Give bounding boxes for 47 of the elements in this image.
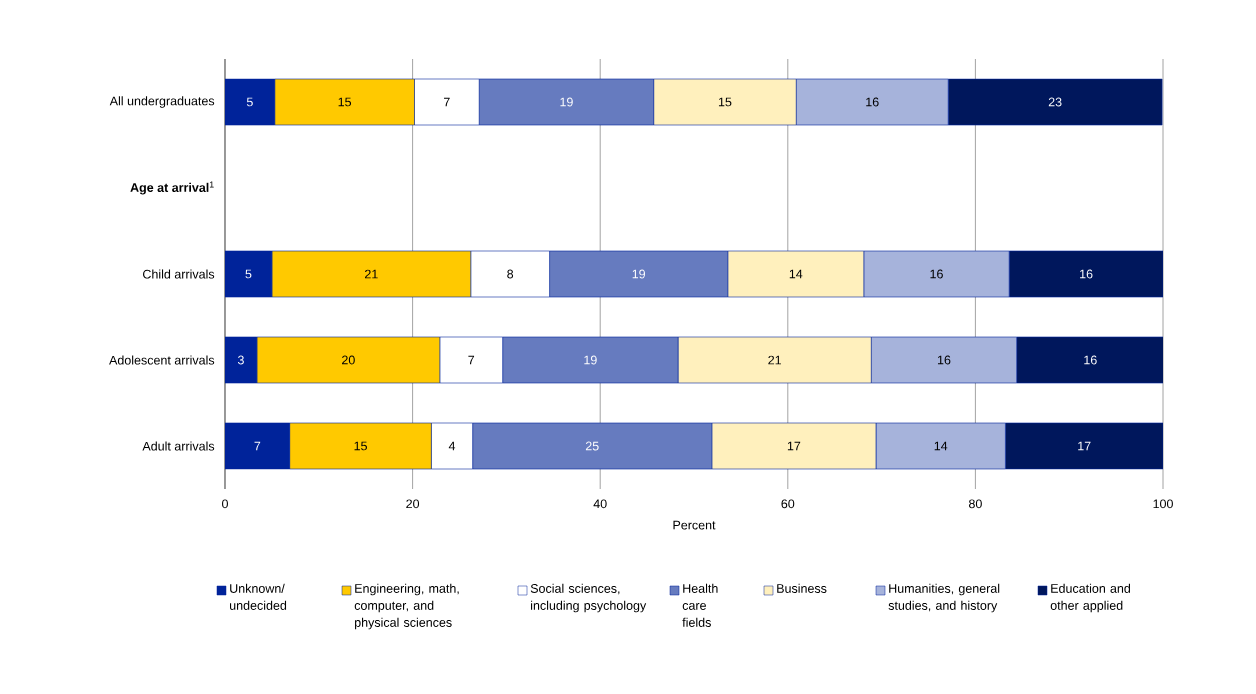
data-label: 5 [246, 97, 253, 107]
y-tick-label: All undergraduates [109, 96, 215, 108]
data-label: 19 [632, 269, 646, 279]
x-tick-label: 80 [969, 499, 982, 509]
y-tick-label: Adolescent arrivals [109, 355, 215, 365]
x-tick-label: 0 [222, 499, 228, 509]
data-label: 16 [1084, 355, 1097, 365]
data-label: 7 [468, 355, 475, 365]
data-label: 23 [1048, 97, 1062, 107]
data-label: 16 [1080, 269, 1093, 279]
data-label: 4 [448, 441, 456, 451]
data-label: 21 [768, 355, 782, 365]
data-label: 8 [507, 269, 514, 279]
y-tick-label: Adult arrivals [142, 441, 215, 451]
data-label: 21 [365, 269, 378, 279]
y-tick-label: Child arrivals [143, 269, 215, 279]
data-label: 14 [934, 441, 948, 451]
legend-label: Engineering, math, computer, and physical sciences [354, 583, 459, 630]
x-axis-title: Percent [673, 520, 716, 530]
x-tick-label: 60 [781, 499, 795, 509]
data-label: 15 [718, 97, 732, 107]
data-label: 5 [245, 269, 252, 279]
data-label: 16 [937, 355, 951, 365]
data-label: 16 [930, 269, 943, 279]
data-label: 15 [354, 441, 367, 451]
data-label: 20 [342, 355, 355, 365]
data-label: 14 [789, 269, 803, 279]
legend-label: Education and other applied [1050, 583, 1131, 613]
data-label: 7 [444, 97, 450, 107]
x-tick-label: 20 [406, 499, 420, 509]
x-tick-label: 40 [593, 499, 607, 509]
legend-label: Business [777, 583, 827, 593]
legend-label: Social sciences, including psychology [530, 583, 647, 613]
data-label: 7 [254, 441, 261, 451]
data-label: 16 [866, 97, 879, 107]
data-label: 17 [1078, 441, 1091, 451]
data-label: 17 [787, 441, 801, 451]
data-label: 3 [237, 355, 244, 365]
legend-label: Humanities, general studies, and history [888, 583, 1000, 613]
y-tick-label: Age at arrival$^{1}$ [130, 181, 214, 195]
data-label: 15 [338, 97, 352, 107]
legend-label: Health care fields [682, 583, 718, 627]
data-label: 19 [560, 97, 573, 107]
data-label: 25 [585, 441, 599, 451]
data-label: 19 [584, 355, 597, 365]
legend-label: Unknown/ undecided [230, 583, 287, 610]
x-tick-label: 100 [1153, 499, 1173, 509]
